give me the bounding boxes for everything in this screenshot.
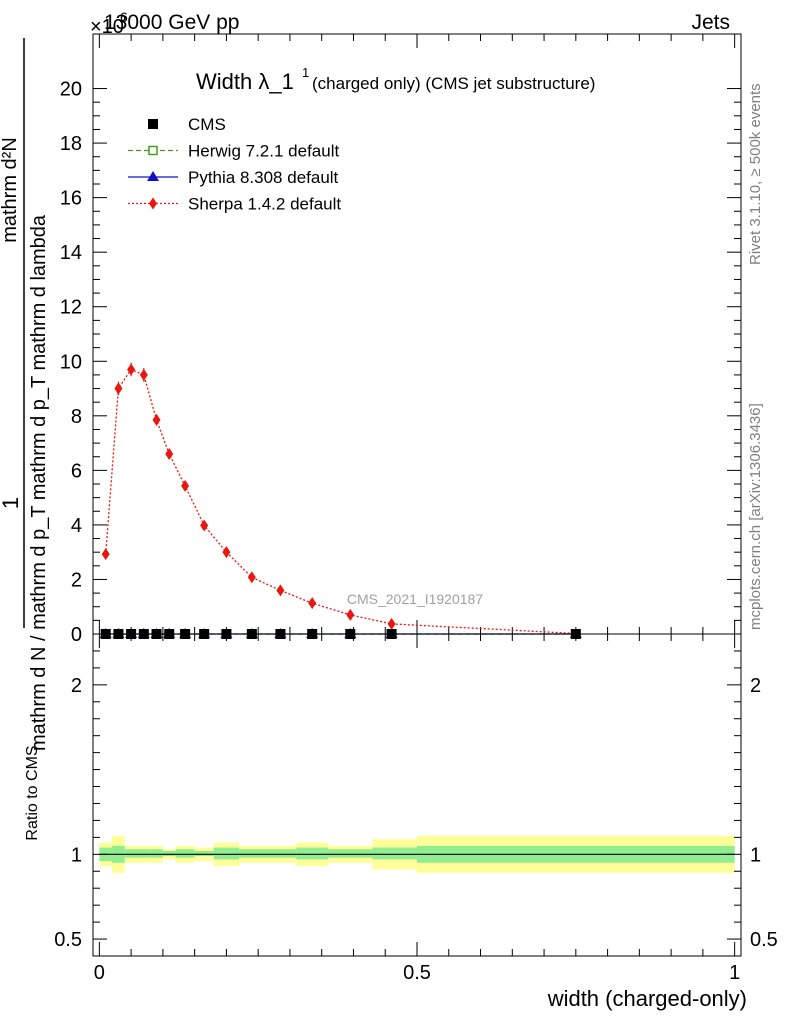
plot-title-subtitle: (charged only) (CMS jet substructure) — [312, 74, 595, 93]
x-tick-label: 1 — [729, 962, 740, 984]
data-point — [346, 608, 355, 621]
ratio-band-inner — [213, 847, 240, 860]
y-tick-label: 6 — [71, 460, 82, 482]
ratio-ticks: 0.5 0.5 1 1 2 2 0 0.5 1 — [54, 634, 778, 984]
ratio-y-tick-label-right: 0.5 — [750, 929, 778, 951]
ratio-band-inner — [296, 847, 329, 860]
data-point — [101, 548, 110, 561]
y-tick-label: 4 — [71, 515, 82, 537]
ratio-bands — [99, 835, 735, 873]
plot-title: Width λ_1 1 (charged only) (CMS jet subs… — [196, 65, 595, 94]
legend-item: Herwig 7.2.1 default — [128, 142, 339, 161]
ratio-band-inner — [124, 849, 138, 858]
ratio-y-tick-label-right: 1 — [750, 844, 761, 866]
data-point — [152, 413, 161, 426]
main-ticks: 0 2 4 6 8 10 12 14 16 18 20 — [60, 34, 741, 646]
series-sherpa-1-4-2-default — [101, 362, 580, 640]
data-point — [276, 584, 285, 597]
y-tick-label: 2 — [71, 569, 82, 591]
legend: CMS Herwig 7.2.1 default Pythia 8.308 defa… — [128, 115, 341, 214]
legend-item: Sherpa 1.4.2 default — [128, 195, 341, 214]
legend-label: Sherpa 1.4.2 default — [188, 195, 341, 214]
data-point — [139, 368, 148, 381]
data-point — [308, 597, 317, 610]
x-tick-label: 0.5 — [403, 962, 431, 984]
main-panel: 0 2 4 6 8 10 12 14 16 18 20 — [60, 33, 742, 646]
y-tick-label: 0 — [71, 624, 82, 646]
data-point — [181, 479, 190, 492]
y-tick-label: 18 — [60, 133, 82, 155]
plot-title-main: Width λ_1 — [196, 69, 294, 94]
y-label-numerator: 1 — [0, 497, 23, 509]
x-tick-label: 0 — [94, 962, 105, 984]
legend-item: Pythia 8.308 default — [128, 168, 339, 187]
rivet-label: Rivet 3.1.10, ≥ 500k events — [747, 83, 764, 265]
data-point — [114, 382, 123, 395]
data-point — [127, 363, 136, 376]
legend-label: CMS — [188, 115, 226, 134]
data-point — [247, 571, 256, 584]
mcplots-label: mcplots.cern.ch [arXiv:1306.3436] — [747, 403, 764, 630]
data-point — [148, 145, 158, 156]
data-point — [165, 448, 174, 460]
ratio-band-inner — [194, 850, 214, 857]
data-point — [149, 197, 157, 210]
data-point — [222, 546, 231, 559]
ratio-band-inner — [328, 849, 373, 858]
ratio-band-inner — [372, 847, 417, 860]
ratio-frame — [92, 633, 742, 957]
legend-label: Herwig 7.2.1 default — [188, 142, 339, 161]
header-process: Jets — [691, 11, 730, 34]
x-axis-label: width (charged-only) — [547, 986, 747, 1011]
y-label-inner: mathrm d²N — [0, 137, 21, 243]
ratio-band-inner — [137, 849, 151, 858]
y-scale-exponent: ×10 — [90, 16, 124, 38]
y-tick-label: 10 — [60, 351, 82, 373]
y-scale-exponent-power: 6 — [120, 9, 128, 25]
ratio-y-axis-label: Ratio to CMS — [24, 745, 41, 840]
data-point — [387, 617, 396, 630]
ratio-panel: 0.5 0.5 1 1 2 2 0 0.5 1 — [54, 633, 778, 984]
legend-item: CMS — [148, 115, 226, 134]
data-point — [147, 171, 159, 181]
legend-label: Pythia 8.308 default — [188, 168, 339, 187]
main-y-axis-label: 1 mathrm d N / mathrm d p_T mathrm d p_T… — [0, 38, 50, 751]
ratio-y-tick-label-right: 2 — [750, 675, 761, 697]
series-line — [105, 368, 576, 635]
ratio-y-tick-label-left: 0.5 — [54, 929, 82, 951]
y-tick-label: 16 — [60, 188, 82, 210]
ratio-band-inner — [150, 849, 163, 858]
y-tick-label: 12 — [60, 297, 82, 319]
ratio-band-inner — [239, 849, 265, 858]
y-tick-label: 14 — [60, 242, 82, 264]
analysis-watermark: CMS_2021_I1920187 — [347, 591, 483, 607]
main-data — [99, 362, 582, 640]
ratio-band-inner — [264, 849, 297, 858]
y-label-denominator: mathrm d N / mathrm d p_T mathrm d p_T m… — [28, 214, 50, 751]
ratio-y-tick-label-left: 2 — [71, 675, 82, 697]
data-point — [200, 519, 209, 532]
ratio-y-tick-label-left: 1 — [71, 844, 82, 866]
ratio-band-inner — [175, 849, 195, 858]
header-energy: 13000 GeV pp — [104, 11, 239, 34]
plot-title-superscript: 1 — [302, 65, 309, 80]
y-tick-label: 8 — [71, 406, 82, 428]
data-point — [148, 119, 158, 129]
ratio-band-inner — [162, 850, 176, 857]
y-tick-label: 20 — [60, 79, 82, 101]
